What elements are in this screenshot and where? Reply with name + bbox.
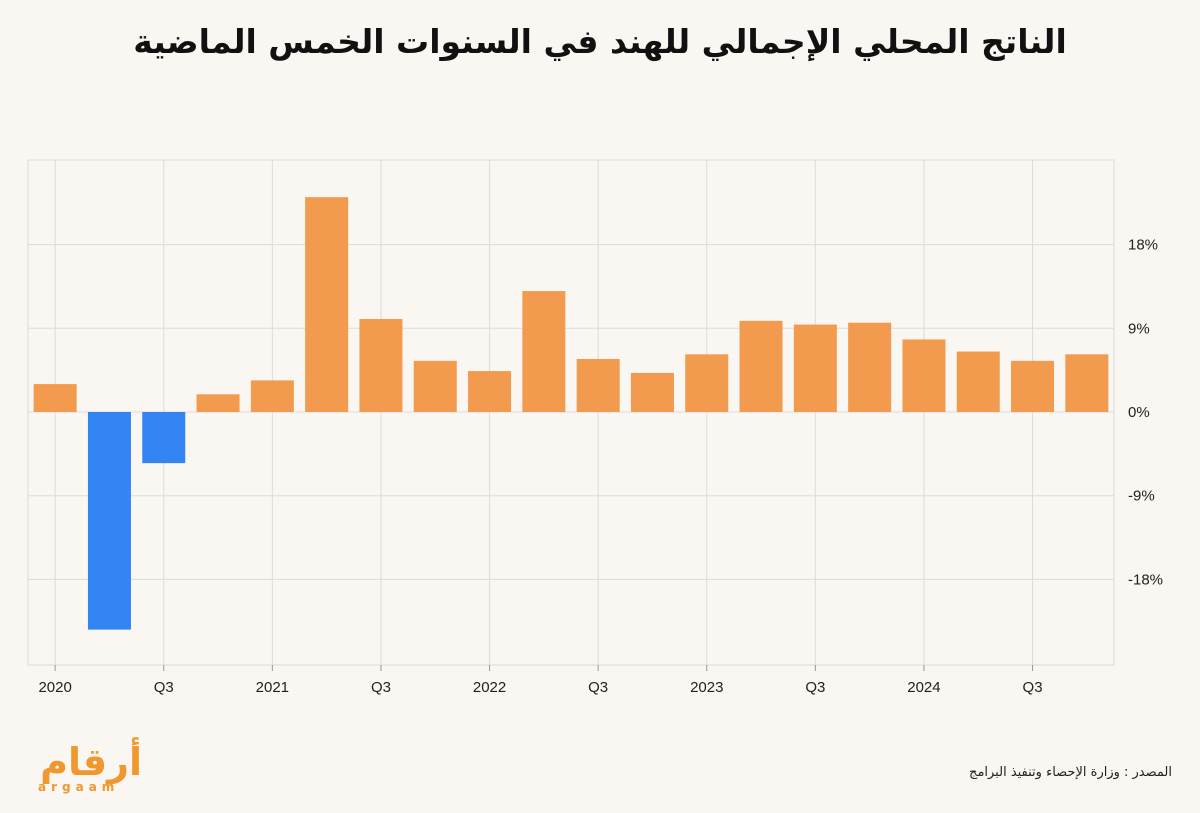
bar-2024-q1 xyxy=(902,339,946,412)
x-tick-label: 2023 xyxy=(690,679,723,696)
bar-2023-q1 xyxy=(685,354,729,412)
x-tick-label: Q3 xyxy=(1023,679,1043,696)
bar-2021-q1 xyxy=(250,380,294,412)
bar-2020-q1 xyxy=(33,384,77,412)
bar-2022-q4 xyxy=(630,372,674,412)
bar-2020-q2 xyxy=(87,412,131,630)
source-note: المصدر : وزارة الإحصاء وتنفيذ البرامج xyxy=(969,765,1172,780)
y-tick-label: 9% xyxy=(1128,320,1150,337)
bar-2023-q2 xyxy=(739,320,783,412)
bar-2022-q3 xyxy=(576,358,620,412)
y-tick-label: -18% xyxy=(1128,571,1163,588)
y-tick-label: -9% xyxy=(1128,488,1155,505)
bar-2022-q2 xyxy=(522,291,566,412)
bar-2021-q4 xyxy=(413,360,457,412)
x-tick-label: 2021 xyxy=(256,679,289,696)
bar-2021-q3 xyxy=(359,319,403,412)
bar-2024-q3 xyxy=(1011,360,1055,412)
bar-2020-q4 xyxy=(196,394,240,412)
bar-2024-q2 xyxy=(956,351,1000,412)
bar-2024-q4 xyxy=(1065,354,1109,412)
argaam-logo: أرقام argaam xyxy=(32,742,142,802)
x-tick-label: Q3 xyxy=(805,679,825,696)
bar-2020-q3 xyxy=(142,412,186,464)
bar-2023-q4 xyxy=(848,322,892,412)
x-tick-label: Q3 xyxy=(371,679,391,696)
bar-2021-q2 xyxy=(305,197,349,412)
chart-title: الناتج المحلي الإجمالي للهند في السنوات … xyxy=(133,22,1067,61)
x-tick-label: Q3 xyxy=(154,679,174,696)
logo-arabic-text: أرقام xyxy=(40,740,142,784)
bar-2022-q1 xyxy=(468,371,512,412)
x-tick-label: 2022 xyxy=(473,679,506,696)
y-tick-label: 0% xyxy=(1128,404,1150,421)
logo-latin-text: argaam xyxy=(38,780,120,794)
x-tick-label: 2024 xyxy=(907,679,940,696)
x-tick-label: Q3 xyxy=(588,679,608,696)
x-tick-label: 2020 xyxy=(38,679,71,696)
bar-2023-q3 xyxy=(793,324,837,412)
y-tick-label: 18% xyxy=(1128,237,1158,254)
